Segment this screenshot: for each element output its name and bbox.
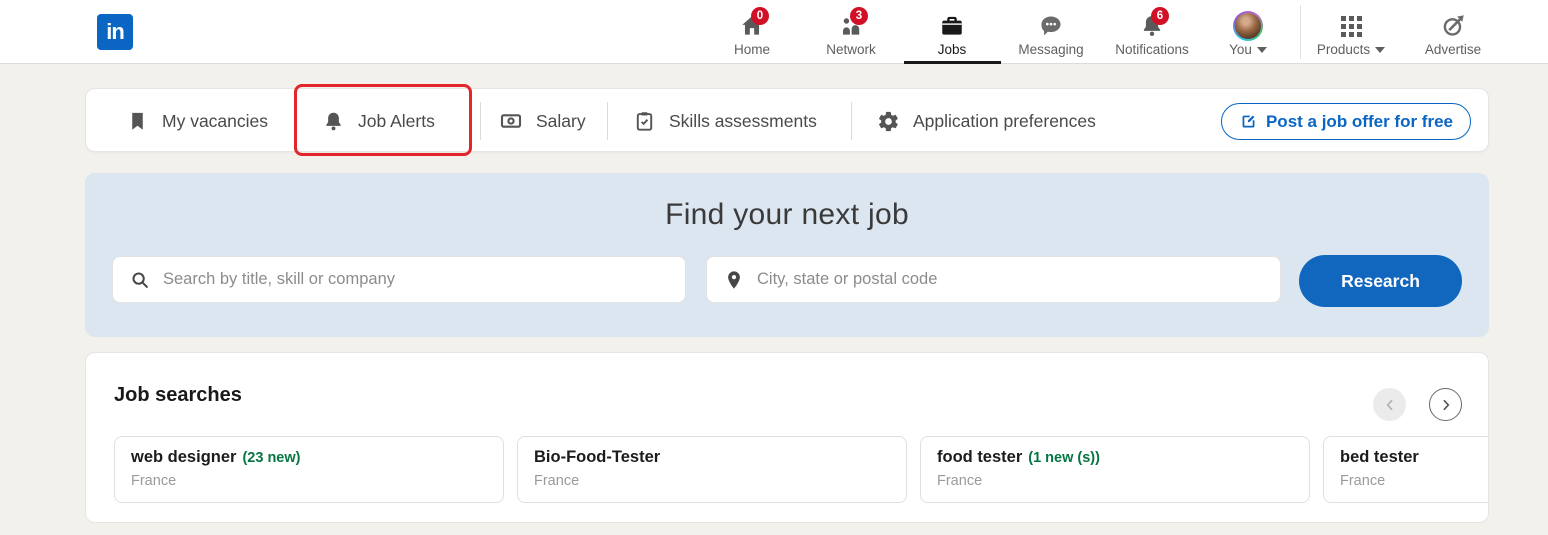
toolbar-item-job-alerts[interactable]: Job Alerts bbox=[322, 89, 435, 153]
location-pin-icon bbox=[723, 269, 745, 291]
job-search-new-count: (23 new) bbox=[242, 450, 301, 466]
search-icon bbox=[129, 269, 151, 291]
job-search-location: France bbox=[534, 473, 580, 489]
nav-label-jobs: Jobs bbox=[937, 42, 967, 57]
nav-item-you[interactable]: You bbox=[1200, 0, 1296, 64]
bookmark-icon bbox=[126, 110, 149, 133]
toolbar-item-salary[interactable]: Salary bbox=[499, 89, 586, 153]
jobs-toolbar: My vacancies Job Alerts Salary Skills as… bbox=[85, 84, 1489, 156]
job-search-card[interactable]: web designer (23 new) France bbox=[114, 436, 504, 503]
chevron-right-icon bbox=[1438, 397, 1454, 413]
job-search-location: France bbox=[131, 473, 177, 489]
job-search-new-count: (1 new (s)) bbox=[1028, 450, 1100, 466]
nav-item-advertise[interactable]: Advertise bbox=[1405, 0, 1501, 64]
chevron-down-icon bbox=[1375, 46, 1386, 53]
bell-icon bbox=[322, 110, 345, 133]
messaging-icon bbox=[1038, 13, 1064, 39]
nav-label-you: You bbox=[1229, 42, 1252, 57]
job-search-title: Bio-Food-Tester bbox=[534, 448, 661, 466]
nav-label-notifications: Notifications bbox=[1115, 42, 1189, 57]
nav-item-jobs[interactable]: Jobs bbox=[904, 0, 1000, 64]
network-badge: 3 bbox=[850, 7, 868, 25]
nav-divider bbox=[1300, 5, 1301, 59]
pencil-square-icon bbox=[1239, 112, 1258, 131]
job-search-card[interactable]: food tester (1 new (s)) France bbox=[920, 436, 1310, 503]
carousel-prev-button[interactable] bbox=[1373, 388, 1406, 421]
job-search-title: food tester bbox=[937, 448, 1023, 466]
advertise-icon bbox=[1440, 13, 1466, 39]
carousel-next-button[interactable] bbox=[1429, 388, 1462, 421]
post-job-button-label: Post a job offer for free bbox=[1265, 111, 1453, 131]
toolbar-divider bbox=[607, 102, 608, 140]
home-badge: 0 bbox=[751, 7, 769, 25]
job-search-title: web designer bbox=[131, 448, 237, 466]
nav-label-messaging: Messaging bbox=[1018, 42, 1084, 57]
products-grid-icon bbox=[1340, 15, 1362, 37]
nav-label-network: Network bbox=[826, 42, 876, 57]
job-search-card[interactable]: Bio-Food-Tester France bbox=[517, 436, 907, 503]
top-navigation-bar: in 0 Home 3 Network Jobs bbox=[0, 0, 1548, 64]
job-search-card[interactable]: bed tester France bbox=[1323, 436, 1488, 503]
toolbar-item-skills-assessments[interactable]: Skills assessments bbox=[633, 89, 817, 153]
toolbar-label: My vacancies bbox=[162, 110, 269, 131]
keyword-search-input[interactable] bbox=[163, 270, 685, 289]
linkedin-logo[interactable]: in bbox=[97, 14, 133, 50]
job-search-panel: Find your next job Research bbox=[85, 173, 1489, 337]
briefcase-icon bbox=[939, 13, 965, 39]
toolbar-label: Job Alerts bbox=[358, 110, 435, 131]
toolbar-label: Salary bbox=[536, 110, 586, 131]
nav-label-products: Products bbox=[1316, 42, 1371, 57]
job-search-location: France bbox=[1340, 473, 1386, 489]
nav-label-home: Home bbox=[733, 42, 770, 57]
chevron-left-icon bbox=[1382, 397, 1398, 413]
post-job-button[interactable]: Post a job offer for free bbox=[1220, 103, 1471, 140]
job-search-location: France bbox=[937, 473, 983, 489]
toolbar-item-my-vacancies[interactable]: My vacancies bbox=[126, 89, 268, 153]
toolbar-label: Application preferences bbox=[913, 110, 1096, 131]
toolbar-divider bbox=[480, 102, 481, 140]
nav-item-messaging[interactable]: Messaging bbox=[1003, 0, 1099, 64]
nav-item-home[interactable]: 0 Home bbox=[704, 0, 800, 64]
notifications-badge: 6 bbox=[1151, 7, 1169, 25]
active-tab-underline bbox=[904, 61, 1001, 64]
job-search-cards-row: web designer (23 new) France Bio-Food-Tes… bbox=[114, 436, 1488, 503]
nav-item-notifications[interactable]: 6 Notifications bbox=[1104, 0, 1200, 64]
toolbar-item-application-preferences[interactable]: Application preferences bbox=[877, 89, 1096, 153]
toolbar-divider bbox=[851, 102, 852, 140]
search-panel-title: Find your next job bbox=[665, 198, 909, 231]
location-search-input[interactable] bbox=[757, 270, 1280, 289]
location-search-field[interactable] bbox=[706, 256, 1281, 303]
user-avatar bbox=[1233, 11, 1263, 41]
nav-label-advertise: Advertise bbox=[1424, 42, 1482, 57]
job-search-title: bed tester bbox=[1340, 448, 1419, 466]
keyword-search-field[interactable] bbox=[112, 256, 686, 303]
research-button[interactable]: Research bbox=[1299, 255, 1462, 307]
banknote-icon bbox=[499, 109, 523, 133]
gear-icon bbox=[877, 110, 900, 133]
job-searches-title: Job searches bbox=[114, 384, 242, 406]
toolbar-label: Skills assessments bbox=[669, 110, 817, 131]
nav-item-network[interactable]: 3 Network bbox=[803, 0, 899, 64]
job-searches-card: Job searches web designer (23 new) France… bbox=[85, 352, 1489, 523]
clipboard-check-icon bbox=[633, 110, 656, 133]
chevron-down-icon bbox=[1256, 46, 1267, 53]
nav-item-products[interactable]: Products bbox=[1303, 0, 1399, 64]
